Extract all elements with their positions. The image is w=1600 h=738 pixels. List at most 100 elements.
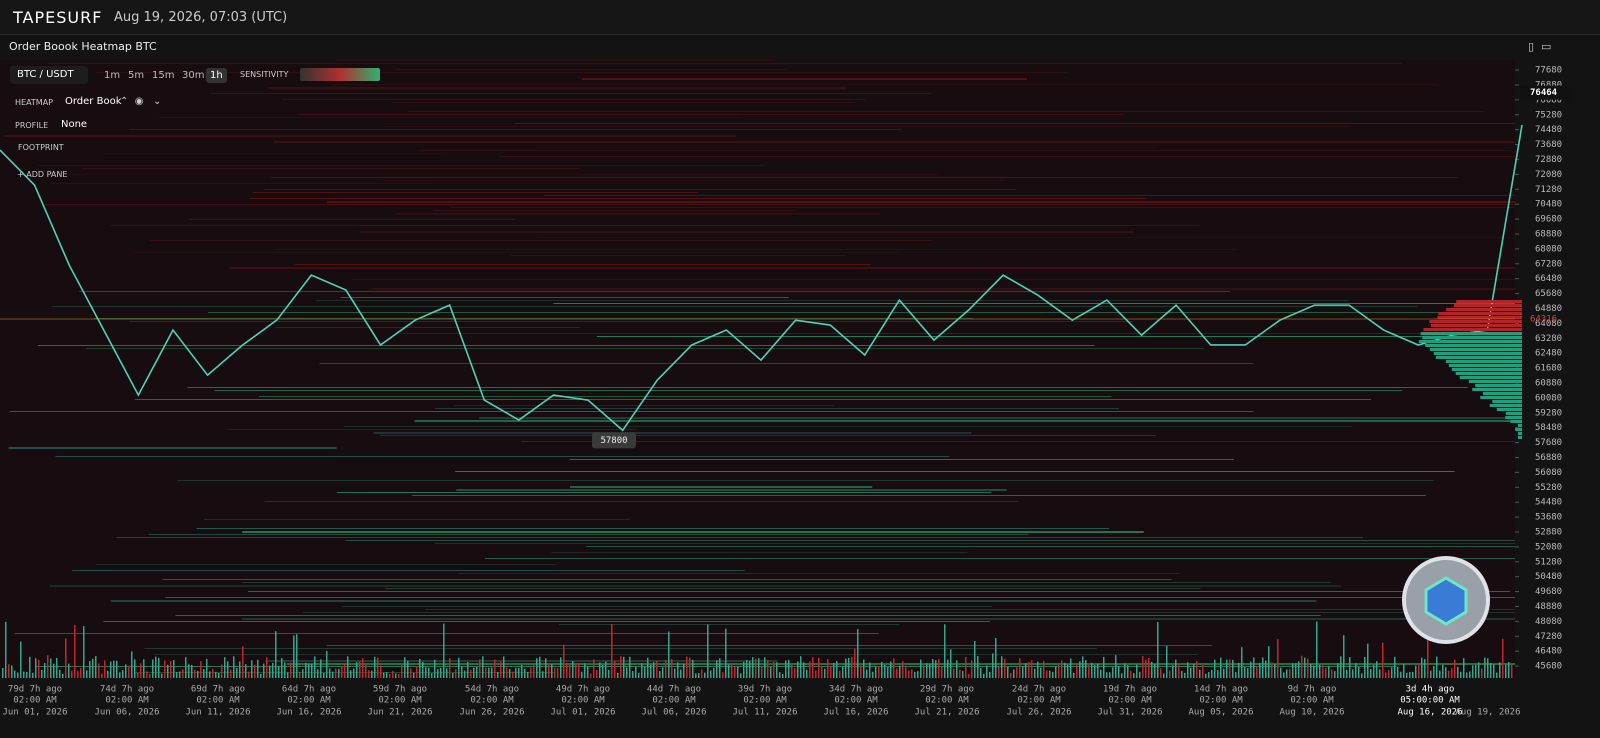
- time-label: 02:00 AM: [1108, 696, 1152, 706]
- volume-bar: [1253, 657, 1255, 678]
- volume-bar: [23, 671, 25, 678]
- volume-bar: [359, 661, 361, 678]
- time-label: Jun 06, 2026: [94, 708, 159, 718]
- timeframe-button[interactable]: 30m: [182, 70, 205, 81]
- timeframe-button[interactable]: 15m: [152, 70, 175, 81]
- volume-bar: [488, 667, 490, 678]
- volume-bar: [1247, 668, 1249, 678]
- volume-bar: [974, 641, 976, 678]
- volume-bar: [1511, 665, 1513, 678]
- y-tick-label: 56880: [1535, 453, 1562, 463]
- time-label: 79d 7h ago: [8, 685, 62, 695]
- heatmap-controls[interactable]: ⌃ ◉ ⌄: [120, 96, 162, 107]
- volume-bar: [287, 672, 289, 678]
- heatmap-select[interactable]: Order Book: [65, 96, 122, 107]
- volume-bar: [455, 669, 457, 678]
- volume-bar: [1391, 667, 1393, 678]
- y-tick-label: 58480: [1535, 423, 1562, 433]
- volume-bar: [26, 671, 28, 678]
- add-pane[interactable]: + ADD PANE: [17, 170, 68, 179]
- volume-bar: [1178, 663, 1180, 678]
- liquidity-band: [94, 72, 1068, 73]
- liquidity-band: [454, 405, 835, 406]
- y-tick-label: 64880: [1535, 304, 1562, 314]
- liquidity-band: [295, 264, 872, 265]
- liquidity-band: [383, 180, 1006, 181]
- volume-bar: [674, 668, 676, 678]
- volume-bar: [227, 661, 229, 678]
- volume-bar: [1316, 621, 1318, 678]
- volume-bar: [758, 658, 760, 678]
- volume-bar: [824, 668, 826, 678]
- volume-bar: [158, 657, 160, 678]
- volume-bar: [1235, 672, 1237, 678]
- volume-bar: [209, 671, 211, 678]
- volume-bar: [557, 668, 559, 678]
- volume-bar: [332, 671, 334, 678]
- liquidity-band: [162, 579, 1172, 580]
- y-tick-label: 48880: [1535, 602, 1562, 612]
- sensitivity-slider[interactable]: [300, 68, 380, 81]
- volume-bar: [1049, 670, 1051, 678]
- volume-bar: [53, 663, 55, 678]
- y-tick-label: 56080: [1535, 468, 1562, 478]
- volume-bar: [575, 663, 577, 678]
- volume-bar: [32, 672, 34, 678]
- volume-bar: [1271, 662, 1273, 678]
- volume-bar: [887, 667, 889, 678]
- volume-bar: [461, 666, 463, 678]
- volume-bar: [896, 668, 898, 678]
- timeframe-button[interactable]: 1m: [104, 70, 121, 81]
- profile-bar: [1430, 348, 1522, 351]
- volume-bar: [485, 667, 487, 678]
- add-pane-text[interactable]: ADD PANE: [26, 170, 68, 179]
- timeframe-button[interactable]: 1h: [206, 68, 227, 83]
- profile-select[interactable]: None: [61, 119, 88, 130]
- volume-bar: [1031, 660, 1033, 678]
- liquidity-band: [263, 189, 1017, 190]
- volume-bar: [422, 661, 424, 678]
- time-label: Aug 19, 2026: [1455, 708, 1520, 718]
- volume-bar: [752, 657, 754, 678]
- time-label: 02:00 AM: [470, 696, 514, 706]
- volume-bar: [677, 662, 679, 678]
- volume-bar: [113, 660, 115, 678]
- volume-bar: [161, 673, 163, 678]
- volume-bar: [1367, 643, 1369, 678]
- volume-bar: [1211, 669, 1213, 678]
- liquidity-band: [214, 390, 1403, 391]
- volume-bar: [251, 660, 253, 678]
- liquidity-band: [336, 60, 776, 61]
- volume-bar: [47, 655, 49, 678]
- y-tick-label: 50480: [1535, 572, 1562, 582]
- liquidity-band: [327, 201, 1515, 203]
- volume-bar: [1151, 662, 1153, 678]
- brand[interactable]: TAPESURF: [13, 8, 103, 27]
- volume-bar: [185, 657, 187, 678]
- volume-bar: [302, 669, 304, 678]
- volume-bar: [59, 669, 61, 678]
- header: TAPESURF Aug 19, 2026, 07:03 (UTC): [0, 0, 1600, 35]
- volume-bar: [545, 658, 547, 678]
- volume-bar: [491, 667, 493, 678]
- liquidity-band: [385, 588, 1201, 589]
- profile-bar: [1438, 312, 1522, 315]
- volume-bar: [509, 669, 511, 678]
- volume-bar: [695, 673, 697, 678]
- volume-bar: [785, 660, 787, 678]
- timeframe-button[interactable]: 5m: [128, 70, 145, 81]
- symbol[interactable]: BTC / USDT: [17, 69, 74, 80]
- volume-bar: [818, 657, 820, 678]
- volume-bar: [872, 671, 874, 678]
- symbol-box[interactable]: [10, 66, 88, 84]
- profile-bar: [1518, 432, 1522, 435]
- y-tick-label: 70480: [1535, 200, 1562, 210]
- volume-bar: [398, 673, 400, 678]
- panel-icons[interactable]: ▯ ▭: [1528, 40, 1552, 53]
- liquidity-band: [51, 306, 1418, 307]
- volume-bar: [884, 664, 886, 678]
- footprint-toggle[interactable]: FOOTPRINT: [18, 143, 64, 152]
- liquidity-band: [47, 63, 1402, 64]
- volume-bar: [14, 670, 16, 678]
